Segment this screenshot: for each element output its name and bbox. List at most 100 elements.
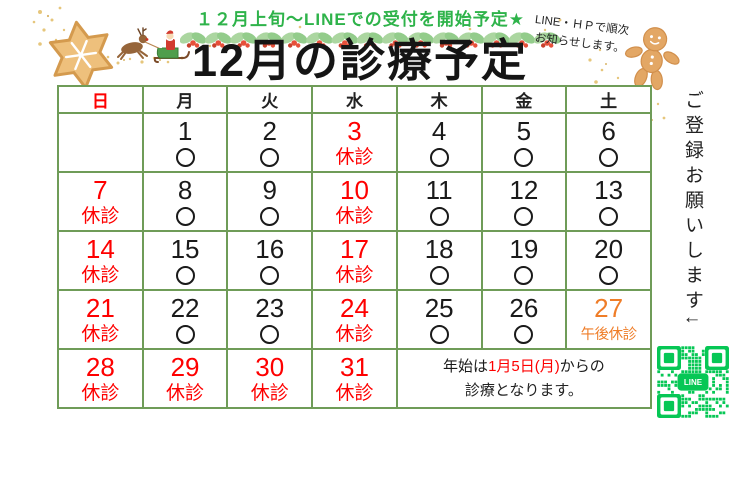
open-circle-mark	[514, 265, 534, 285]
calendar-cell-18: 18	[395, 230, 483, 291]
status-mark	[398, 264, 481, 288]
date-number: 16	[255, 233, 285, 264]
calendar-week-5: 28 休診 29 休診 30 休診 31 休診 年始は1月5日(月)からの 診療となります。	[57, 348, 653, 409]
date-number: 31	[340, 351, 369, 382]
calendar-cell-empty	[57, 112, 144, 173]
calendar-cell-13: 13	[565, 171, 652, 232]
calendar-cell-12: 12	[480, 171, 568, 232]
date-number	[59, 116, 142, 146]
status-mark	[228, 146, 311, 170]
open-circle-mark	[599, 206, 619, 226]
date-number: 25	[424, 292, 454, 323]
status-mark	[483, 323, 566, 347]
line-qr-code: LINE	[657, 346, 729, 418]
open-circle-mark	[514, 147, 534, 167]
calendar-body: 1 2 3 休診 4 5 6 7 休診 8 9 10 休診 11 12 13 14 休診 15 16 17 休診 18 19 2…	[57, 112, 653, 409]
date-number: 7	[93, 174, 108, 205]
date-number: 10	[340, 174, 369, 205]
calendar-cell-6: 6	[565, 112, 652, 173]
date-number: 4	[431, 115, 447, 146]
calendar-cell-11: 11	[395, 171, 483, 232]
date-number: 17	[340, 233, 369, 264]
calendar-cell-2: 2	[226, 112, 314, 173]
schedule-table: 日 月 火 水 木 金 土 1 2 3 休診 4 5 6 7 休診 8 9 10 休診 11 12 13 14 休…	[57, 85, 653, 409]
open-circle-mark	[260, 324, 280, 344]
calendar-cell-10: 10 休診	[311, 171, 398, 232]
date-number: 6	[601, 115, 616, 146]
day-header-fri: 金	[480, 85, 568, 114]
status-mark	[567, 205, 650, 229]
calendar-cell-14: 14 休診	[57, 230, 144, 291]
status-mark: 休診	[250, 382, 289, 404]
open-circle-mark	[175, 206, 195, 226]
date-number: 14	[85, 233, 115, 264]
status-mark	[398, 146, 481, 170]
date-number: 19	[509, 233, 539, 264]
status-mark: 午後休診	[580, 326, 637, 343]
date-number: 24	[340, 292, 369, 323]
status-mark: 休診	[335, 146, 374, 168]
status-mark: 休診	[335, 323, 374, 345]
calendar-cell-30: 30 休診	[226, 348, 314, 409]
calendar-cell-19: 19	[480, 230, 568, 291]
date-number: 28	[85, 351, 115, 382]
status-mark	[59, 146, 142, 170]
calendar-cell-28: 28 休診	[57, 348, 144, 409]
date-number: 11	[425, 174, 453, 205]
status-mark: 休診	[335, 205, 374, 227]
calendar-cell-1: 1	[141, 112, 229, 173]
calendar-cell-5: 5	[480, 112, 568, 173]
status-mark: 休診	[81, 264, 120, 286]
open-circle-mark	[260, 265, 280, 285]
date-number: 2	[262, 115, 277, 146]
year-start-note-line2: 診療となります。	[464, 381, 583, 399]
status-mark	[144, 264, 227, 288]
status-mark	[228, 323, 311, 347]
date-number: 8	[177, 174, 193, 205]
year-start-note-segment: 1月5日(月)	[488, 357, 560, 375]
status-mark	[398, 323, 481, 347]
line-registration-note: ご登録お願いします↓	[682, 90, 703, 331]
status-mark: 休診	[81, 382, 120, 404]
date-number: 5	[516, 115, 532, 146]
date-number: 26	[509, 292, 539, 323]
open-circle-mark	[599, 265, 619, 285]
open-circle-mark	[260, 206, 280, 226]
date-number: 3	[347, 115, 362, 146]
open-circle-mark	[514, 324, 534, 344]
open-circle-mark	[599, 147, 619, 167]
calendar-cell-17: 17 休診	[311, 230, 398, 291]
date-number: 27	[594, 292, 624, 323]
calendar-cell-27: 27 午後休診	[565, 289, 652, 350]
star-cookie-icon	[48, 20, 114, 90]
calendar-week-4: 21 休診 22 23 24 休診 25 26 27 午後休診	[57, 289, 652, 350]
calendar-cell-7: 7 休診	[57, 171, 144, 232]
calendar-cell-22: 22	[141, 289, 229, 350]
date-number: 29	[170, 351, 200, 382]
year-start-note-segment: 年始は	[443, 357, 489, 375]
date-number: 9	[262, 174, 277, 205]
santa-sleigh-icon	[117, 27, 190, 63]
gingerbread-man-icon	[624, 27, 680, 91]
calendar-cell-3: 3 休診	[311, 112, 398, 173]
status-mark	[483, 205, 566, 229]
open-circle-mark	[429, 206, 449, 226]
date-number: 15	[170, 233, 200, 264]
date-number: 13	[594, 174, 624, 205]
page-title: 12月の診療予定	[191, 35, 529, 86]
day-header-sun: 日	[57, 85, 144, 114]
status-mark	[483, 264, 566, 288]
calendar-cell-26: 26	[480, 289, 568, 350]
status-mark: 休診	[166, 382, 205, 404]
qr-line-label: LINE	[684, 378, 703, 387]
status-mark	[228, 264, 311, 288]
open-circle-mark	[514, 206, 534, 226]
calendar-week-1: 1 2 3 休診 4 5 6	[57, 112, 652, 173]
date-number: 1	[177, 115, 193, 146]
date-number: 23	[255, 292, 285, 323]
open-circle-mark	[429, 265, 449, 285]
calendar-cell-9: 9	[226, 171, 314, 232]
calendar-cell-23: 23	[226, 289, 314, 350]
day-header-thu: 木	[395, 85, 483, 114]
